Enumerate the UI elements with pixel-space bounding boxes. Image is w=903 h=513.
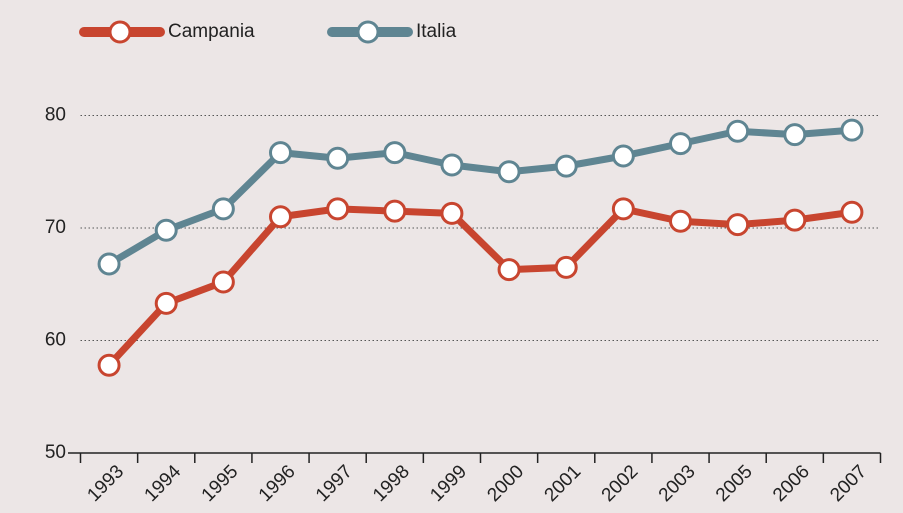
data-point: [440, 201, 464, 225]
data-point: [840, 200, 864, 224]
x-tick-label: 1996: [255, 461, 300, 506]
x-tick-label: 2007: [826, 461, 871, 506]
x-tick-label: 1997: [312, 461, 357, 506]
data-point: [97, 353, 121, 377]
data-point: [326, 146, 350, 170]
x-tick-label: 2002: [598, 461, 643, 506]
data-point: [669, 132, 692, 156]
legend-marker: [356, 20, 380, 44]
y-tick-label: 50: [45, 442, 66, 463]
data-point: [554, 154, 578, 178]
x-tick-label: 2006: [769, 461, 814, 506]
y-tick-label: 80: [45, 105, 66, 126]
data-point: [554, 255, 578, 279]
data-point: [840, 118, 864, 142]
legend-label: Campania: [168, 21, 255, 42]
x-tick-label: 2003: [655, 461, 700, 506]
data-point: [440, 153, 464, 177]
x-tick-label: 2001: [541, 461, 586, 506]
x-tick-label: 2005: [712, 461, 757, 506]
data-point: [669, 209, 692, 233]
y-tick-label: 70: [45, 217, 66, 238]
legend-marker: [108, 20, 132, 44]
data-point: [269, 141, 292, 165]
data-point: [154, 218, 178, 242]
x-tick-label: 1995: [198, 461, 243, 506]
y-tick-label: 60: [45, 330, 66, 351]
data-point: [383, 199, 407, 223]
data-point: [611, 197, 635, 221]
data-point: [497, 258, 521, 282]
data-point: [611, 144, 635, 168]
data-point: [269, 205, 292, 229]
data-point: [726, 119, 750, 143]
data-point: [211, 197, 235, 221]
data-point: [326, 197, 350, 221]
x-tick-label: 1998: [369, 461, 414, 506]
data-point: [97, 252, 121, 276]
data-point: [783, 123, 807, 147]
data-point: [783, 208, 807, 232]
data-point: [383, 141, 407, 165]
x-tick-label: 2000: [483, 461, 528, 506]
x-tick-label: 1993: [83, 461, 128, 506]
data-point: [211, 270, 235, 294]
data-point: [497, 160, 521, 184]
x-tick-label: 1999: [426, 461, 471, 506]
data-point: [726, 213, 750, 237]
data-point: [154, 291, 178, 315]
legend-label: Italia: [416, 21, 457, 42]
x-tick-label: 1994: [141, 461, 186, 506]
